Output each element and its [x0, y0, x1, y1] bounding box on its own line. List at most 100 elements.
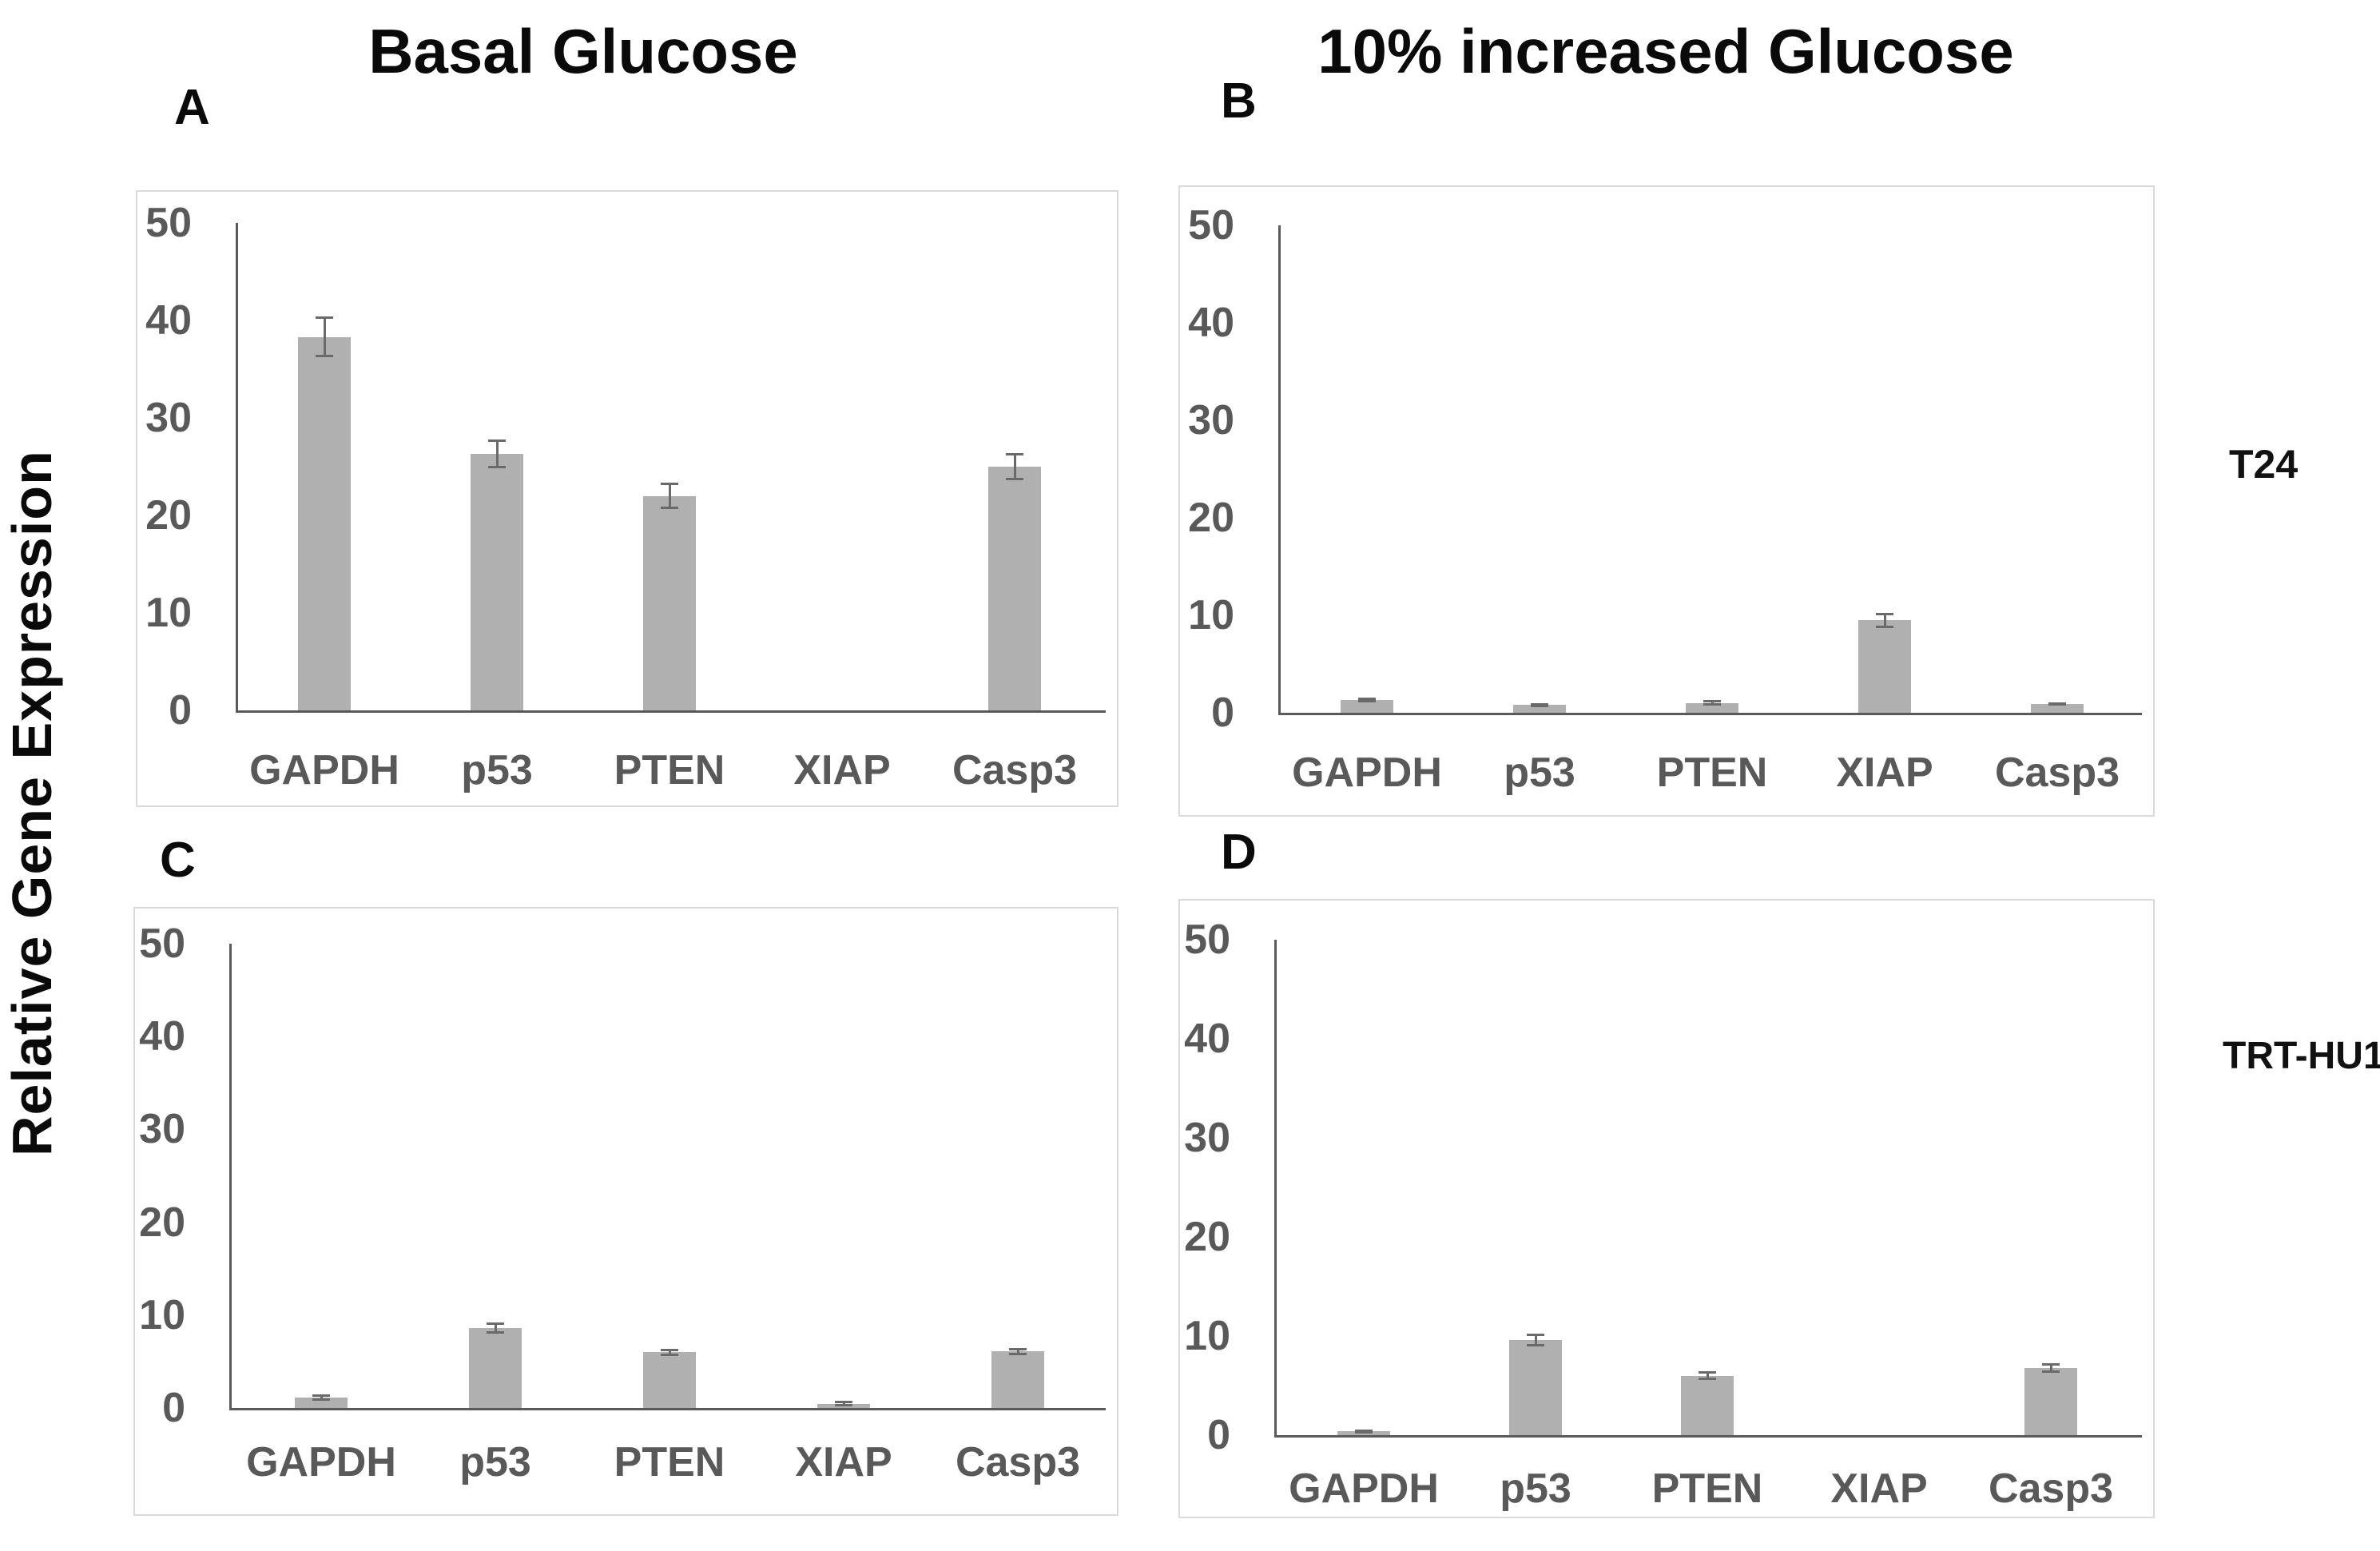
error-bar-cap-top — [2048, 702, 2066, 705]
y-tick-label: 50 — [1188, 202, 1234, 249]
error-bar-cap-bottom — [1699, 1377, 1716, 1380]
error-bar-pten — [1706, 1372, 1709, 1379]
row-label-t24: T24 — [2229, 442, 2299, 487]
error-bar-cap-bottom — [1703, 703, 1721, 706]
error-bar-cap-bottom — [1876, 625, 1893, 628]
error-bar-cap-top — [487, 1322, 504, 1326]
error-bar-cap-bottom — [312, 1398, 330, 1402]
y-tick-label: 10 — [145, 590, 192, 636]
bar-casp3 — [2024, 1367, 2077, 1435]
category-label-gapdh: GAPDH — [246, 1439, 396, 1485]
column-title-increased-glucose: 10% increased Glucose — [1317, 16, 2014, 86]
error-bar-gapdh — [320, 1395, 323, 1401]
panel-letter-a: A — [174, 80, 210, 135]
bar-pten — [643, 495, 696, 710]
error-bar-cap-bottom — [1355, 1430, 1373, 1434]
y-tick-label: 30 — [1184, 1115, 1230, 1161]
category-label-p53: p53 — [461, 747, 533, 793]
bar-gapdh — [298, 336, 351, 710]
category-label-xiap: XIAP — [1830, 1465, 1928, 1512]
error-bar-cap-top — [661, 1348, 678, 1351]
error-bar-pten — [1711, 701, 1714, 706]
category-label-pten: PTEN — [1651, 1465, 1763, 1512]
error-bar-cap-bottom — [2048, 703, 2066, 706]
bar-pten — [1686, 702, 1738, 713]
error-bar-cap-top — [1531, 702, 1548, 706]
y-axis-line — [1274, 940, 1277, 1438]
category-label-casp3: Casp3 — [952, 747, 1078, 793]
category-label-pten: PTEN — [1656, 750, 1768, 796]
x-axis-line — [1274, 1435, 2142, 1438]
category-label-casp3: Casp3 — [1988, 1465, 2114, 1512]
bar-casp3 — [2031, 704, 2084, 713]
error-bar-cap-top — [316, 316, 333, 320]
bar-p53 — [471, 454, 523, 710]
error-bar-cap-bottom — [2042, 1370, 2060, 1373]
y-tick-label: 40 — [145, 297, 192, 344]
panel-letter-d: D — [1221, 825, 1257, 880]
error-bar-cap-top — [1006, 453, 1023, 456]
error-bar-p53 — [495, 440, 499, 468]
category-label-xiap: XIAP — [795, 1439, 892, 1485]
error-bar-p53 — [494, 1323, 497, 1333]
category-label-p53: p53 — [1504, 750, 1575, 796]
y-axis-line — [229, 944, 232, 1410]
y-tick-label: 20 — [1184, 1214, 1230, 1260]
y-tick-label: 30 — [1188, 397, 1234, 443]
error-bar-cap-bottom — [661, 507, 678, 510]
y-tick-label: 50 — [1184, 917, 1230, 963]
error-bar-cap-top — [661, 482, 678, 485]
error-bar-cap-bottom — [316, 355, 333, 358]
y-axis-line — [236, 223, 238, 713]
bar-casp3 — [991, 1351, 1044, 1408]
x-axis-line — [236, 710, 1106, 713]
error-bar-cap-top — [1703, 700, 1721, 703]
error-bar-pten — [668, 483, 671, 509]
error-bar-cap-top — [1358, 698, 1376, 701]
category-label-gapdh: GAPDH — [249, 747, 399, 793]
error-bar-pten — [668, 1349, 671, 1355]
category-label-xiap: XIAP — [793, 747, 891, 793]
bar-p53 — [1513, 705, 1566, 713]
category-label-p53: p53 — [459, 1439, 531, 1485]
error-bar-cap-bottom — [1006, 477, 1023, 480]
category-label-gapdh: GAPDH — [1292, 750, 1442, 796]
y-axis-line — [1278, 225, 1281, 715]
y-tick-label: 30 — [145, 395, 192, 441]
category-label-p53: p53 — [1500, 1465, 1571, 1512]
error-bar-cap-bottom — [488, 466, 506, 469]
panel-letter-b: B — [1221, 74, 1257, 129]
error-bar-cap-bottom — [487, 1330, 504, 1334]
row-label-trt-hu1: TRT-HU1 — [2223, 1035, 2380, 1077]
y-tick-label: 0 — [1211, 690, 1234, 736]
y-tick-label: 20 — [1188, 495, 1234, 541]
bar-casp3 — [988, 467, 1041, 710]
category-label-xiap: XIAP — [1836, 750, 1933, 796]
error-bar-gapdh — [323, 317, 326, 357]
y-tick-label: 50 — [139, 921, 185, 967]
error-bar-p53 — [1534, 1334, 1537, 1346]
error-bar-cap-top — [1009, 1347, 1027, 1350]
y-tick-label: 0 — [169, 687, 192, 734]
bar-p53 — [1509, 1339, 1562, 1435]
error-bar-xiap — [842, 1402, 845, 1406]
y-tick-label: 40 — [1188, 300, 1234, 346]
chart-panel-c: 0 10 20 30 40 50 GAPDH p53 PTEN XIAP Casp3 — [133, 907, 1118, 1516]
error-bar-cap-top — [1355, 1429, 1373, 1432]
y-tick-label: 10 — [139, 1291, 185, 1338]
error-bar-cap-top — [835, 1401, 852, 1404]
y-axis-title: Relative Gene Expression — [1, 450, 63, 1156]
bar-p53 — [469, 1328, 522, 1408]
category-label-casp3: Casp3 — [955, 1439, 1081, 1485]
column-title-basal-glucose: Basal Glucose — [368, 16, 798, 86]
error-bar-cap-top — [488, 439, 506, 443]
bar-gapdh — [1341, 700, 1393, 713]
y-tick-label: 10 — [1188, 592, 1234, 638]
y-tick-label: 40 — [139, 1013, 185, 1060]
error-bar-cap-bottom — [661, 1353, 678, 1356]
y-tick-label: 20 — [139, 1199, 185, 1246]
y-tick-label: 20 — [145, 492, 192, 539]
category-label-pten: PTEN — [614, 747, 725, 793]
y-tick-label: 0 — [1207, 1412, 1230, 1458]
